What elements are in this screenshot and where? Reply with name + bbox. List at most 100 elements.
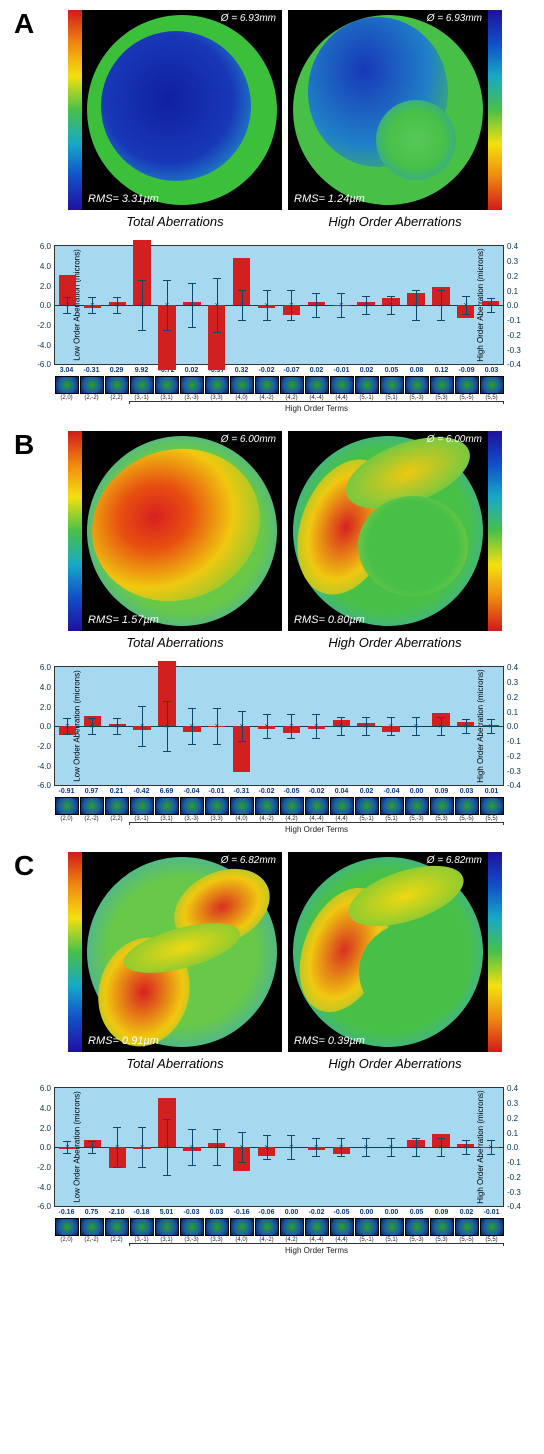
zernike-mode-icon (355, 376, 379, 394)
zernike-mode-icon (380, 797, 404, 815)
bar-slot: × (453, 1088, 478, 1206)
zernike-term-label: (2,-2) (79, 816, 104, 822)
bar-slot: × (105, 246, 130, 364)
zernike-mode-icon (355, 797, 379, 815)
bar-slot: × (304, 246, 329, 364)
zernike-value: -0.42 (129, 788, 154, 795)
zernike-value: -0.91 (54, 788, 79, 795)
zernike-value: 0.05 (379, 367, 404, 374)
zernike-mode-icon (405, 376, 429, 394)
zernike-value: 0.08 (404, 367, 429, 374)
bar-slot: × (403, 667, 428, 785)
zernike-mode-icon (330, 797, 354, 815)
map-title: High Order Aberrations (328, 214, 461, 229)
zernike-mode-icon (255, 376, 279, 394)
zernike-value: 0.05 (404, 1209, 429, 1216)
bar-slot: × (254, 667, 279, 785)
bar-slot: × (204, 1088, 229, 1206)
zernike-mode-icon (55, 376, 79, 394)
zernike-mode-icon (480, 376, 504, 394)
rms-label: RMS= 1.24µm (294, 193, 365, 205)
bar-slot: × (329, 1088, 354, 1206)
zernike-value: 0.03 (204, 1209, 229, 1216)
bar-slot: × (80, 1088, 105, 1206)
total-aberrations-map: Ø = 6.82mmRMS= 0.91µmTotal Aberrations (68, 852, 282, 1071)
zernike-value: 0.21 (104, 788, 129, 795)
zernike-term-label: (2,0) (54, 816, 79, 822)
colorbar (488, 431, 502, 631)
zernike-mode-icon (305, 1218, 329, 1236)
bar-slot: × (304, 667, 329, 785)
zernike-value: -0.09 (454, 367, 479, 374)
zernike-mode-icon (305, 376, 329, 394)
map-title: Total Aberrations (126, 214, 223, 229)
zernike-mode-icon (130, 376, 154, 394)
zernike-mode-icon (205, 797, 229, 815)
zernike-mode-icon (405, 1218, 429, 1236)
hoa-map: Ø = 6.00mmRMS= 0.80µmHigh Order Aberrati… (288, 431, 502, 650)
colorbar (68, 431, 82, 631)
zernike-value: 0.12 (429, 367, 454, 374)
bar-slot: × (354, 246, 379, 364)
zernike-mode-icon (80, 797, 104, 815)
zernike-term-label: (2,2) (104, 395, 129, 401)
map-title: Total Aberrations (126, 1056, 223, 1071)
bar-slot: × (130, 246, 155, 364)
zernike-mode-icon (155, 1218, 179, 1236)
panel-label: C (14, 850, 34, 882)
zernike-value: 0.02 (354, 788, 379, 795)
zernike-mode-icon (380, 1218, 404, 1236)
zernike-value: -2.10 (104, 1209, 129, 1216)
zernike-value: 0.01 (479, 788, 504, 795)
zernike-mode-icon (205, 1218, 229, 1236)
zernike-mode-icon (80, 376, 104, 394)
zernike-mode-icon (80, 1218, 104, 1236)
zernike-value: -0.01 (329, 367, 354, 374)
zernike-value: 0.75 (79, 1209, 104, 1216)
zernike-term-label: (2,0) (54, 395, 79, 401)
zernike-mode-icon (280, 1218, 304, 1236)
zernike-value: -0.31 (79, 367, 104, 374)
zernike-value: 0.29 (104, 367, 129, 374)
figure-panel-b: BØ = 6.00mmRMS= 1.57µmTotal AberrationsØ… (10, 431, 534, 834)
zernike-value: -0.02 (254, 788, 279, 795)
bar-slot: × (379, 667, 404, 785)
bar-slot: × (55, 246, 80, 364)
zernike-mode-icon (55, 1218, 79, 1236)
zernike-value: -0.16 (54, 1209, 79, 1216)
zernike-mode-icon (255, 797, 279, 815)
bar-slot: × (279, 667, 304, 785)
zernike-value: 0.00 (354, 1209, 379, 1216)
bar-slot: × (204, 667, 229, 785)
bar-slot: × (105, 1088, 130, 1206)
bar-slot: × (478, 1088, 503, 1206)
zernike-mode-icon (430, 376, 454, 394)
zernike-value: 0.02 (454, 1209, 479, 1216)
bar-slot: × (80, 246, 105, 364)
zernike-value: 0.09 (429, 788, 454, 795)
hoa-map: Ø = 6.82mmRMS= 0.39µmHigh Order Aberrati… (288, 852, 502, 1071)
zernike-mode-icon (355, 1218, 379, 1236)
aberration-map-box: Ø = 6.93mmRMS= 3.31µm (82, 10, 282, 210)
diameter-label: Ø = 6.00mm (221, 434, 276, 445)
zernike-value: -0.04 (179, 788, 204, 795)
zernike-mode-icon (230, 1218, 254, 1236)
zernike-value: -0.18 (129, 1209, 154, 1216)
zernike-mode-icon (130, 797, 154, 815)
zernike-mode-icon (105, 376, 129, 394)
bar-slot: × (428, 667, 453, 785)
zernike-mode-icon (230, 376, 254, 394)
rms-label: RMS= 1.57µm (88, 614, 159, 626)
zernike-term-label: (2,2) (104, 816, 129, 822)
zernike-value: 0.03 (479, 367, 504, 374)
zernike-value: 0.00 (404, 788, 429, 795)
zernike-value: -0.31 (229, 788, 254, 795)
aberration-map-box: Ø = 6.93mmRMS= 1.24µm (288, 10, 488, 210)
high-order-terms-label: High Order Terms (54, 1246, 504, 1255)
bar-slot: × (354, 667, 379, 785)
bar-slot: × (155, 1088, 180, 1206)
zernike-value: 0.00 (379, 1209, 404, 1216)
zernike-mode-icon (305, 797, 329, 815)
zernike-value: 0.97 (79, 788, 104, 795)
zernike-mode-icon (430, 1218, 454, 1236)
